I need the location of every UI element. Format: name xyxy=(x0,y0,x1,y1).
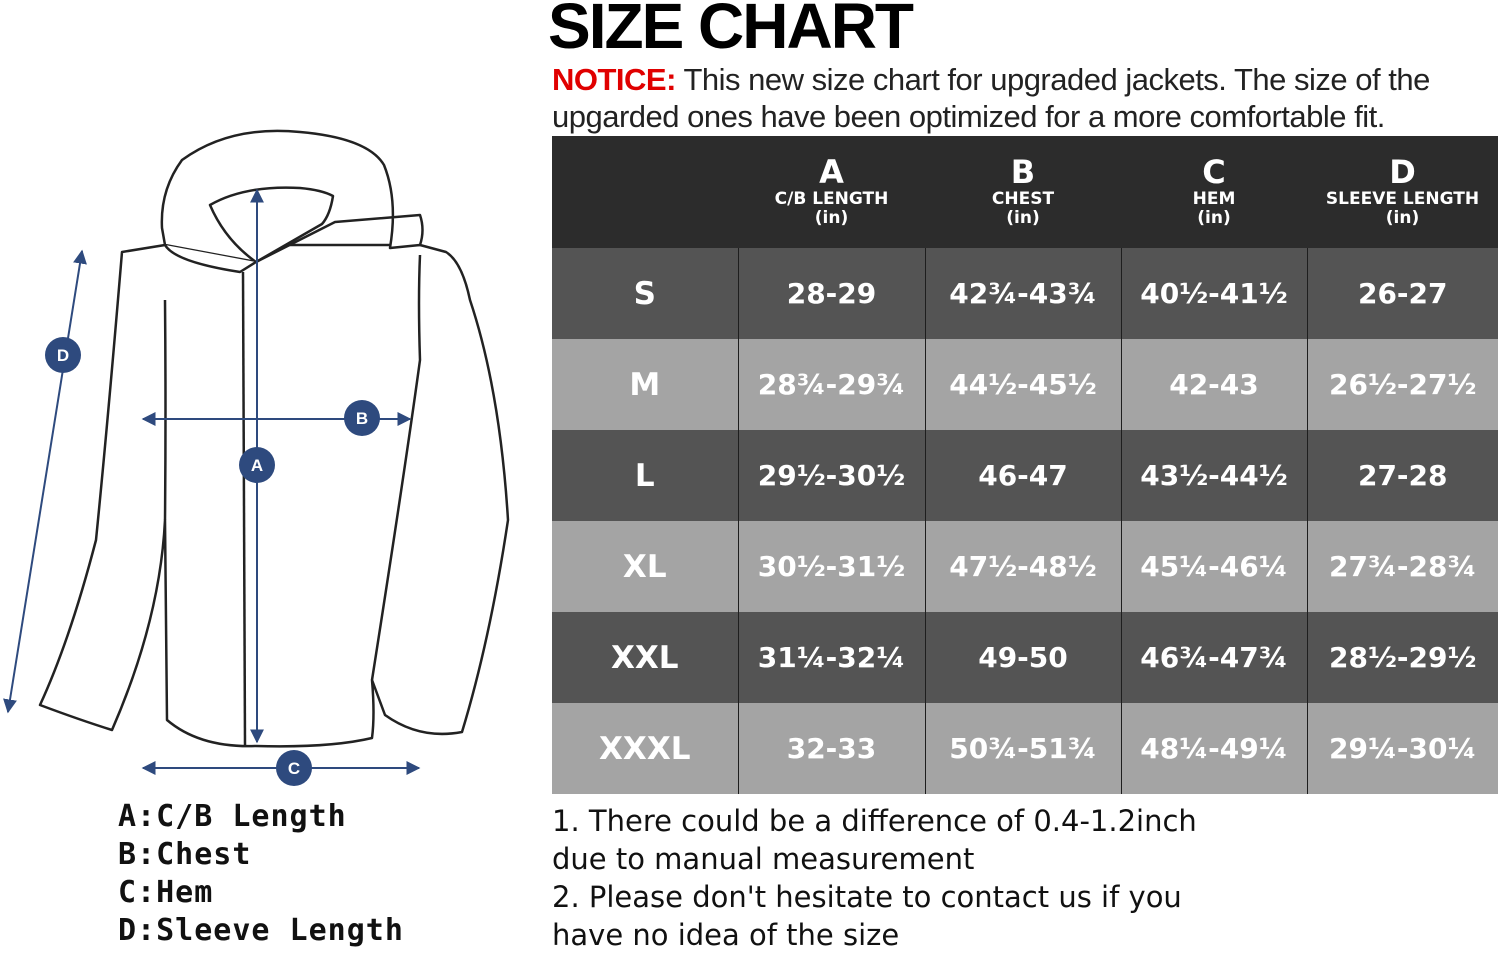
measurement-diagram: A B C D A:C/B Length B:Chest C:Hem D:Sle… xyxy=(0,0,540,952)
marker-a: A xyxy=(239,447,275,483)
marker-c: C xyxy=(276,750,312,786)
svg-text:B: B xyxy=(356,409,368,428)
cell-b: 47½-48½ xyxy=(925,521,1122,612)
cell-d: 26½-27½ xyxy=(1307,339,1498,430)
cell-d: 27¾-28¾ xyxy=(1307,521,1498,612)
cell-c: 40½-41½ xyxy=(1121,248,1308,339)
size-label: XXL xyxy=(552,612,739,703)
header-size-cell xyxy=(552,136,738,248)
cell-a: 28-29 xyxy=(738,248,926,339)
legend-item-b: B:Chest xyxy=(118,837,252,872)
cell-d: 26-27 xyxy=(1307,248,1498,339)
cell-b: 42¾-43¾ xyxy=(925,248,1122,339)
table-row-l: L 29½-30½ 46-47 43½-44½ 27-28 xyxy=(552,430,1498,521)
cell-a: 30½-31½ xyxy=(738,521,926,612)
size-label: XL xyxy=(552,521,739,612)
notice-body: This new size chart for upgraded jackets… xyxy=(552,62,1430,134)
table-row-m: M 28¾-29¾ 44½-45½ 42-43 26½-27½ xyxy=(552,339,1498,430)
size-label: XXXL xyxy=(552,703,739,794)
table-row-s: S 28-29 42¾-43¾ 40½-41½ 26-27 xyxy=(552,248,1498,339)
measurement-legend: A:C/B Length B:Chest C:Hem D:Sleeve Leng… xyxy=(118,798,404,950)
cell-b: 49-50 xyxy=(925,612,1122,703)
svg-text:C: C xyxy=(288,759,300,778)
cell-c: 43½-44½ xyxy=(1121,430,1308,521)
cell-a: 31¼-32¼ xyxy=(738,612,926,703)
footnote-2: 2. Please don't hesitate to contact us i… xyxy=(552,880,1182,952)
jacket-illustration: A B C D xyxy=(3,129,510,786)
notice-label: NOTICE: xyxy=(552,62,676,97)
table-row-xl: XL 30½-31½ 47½-48½ 45¼-46¼ 27¾-28¾ xyxy=(552,521,1498,612)
cell-c: 42-43 xyxy=(1121,339,1308,430)
cell-a: 29½-30½ xyxy=(738,430,926,521)
jacket-outline xyxy=(38,129,510,748)
header-col-d: D SLEEVE LENGTH (in) xyxy=(1307,136,1498,248)
table-header-row: A C/B LENGTH (in) B CHEST (in) C HEM (in… xyxy=(552,136,1498,248)
marker-d: D xyxy=(45,337,81,373)
cell-b: 50¾-51¾ xyxy=(925,703,1122,794)
page-title: SIZE CHART xyxy=(548,0,914,62)
svg-text:D: D xyxy=(57,346,69,365)
footnotes: 1. There could be a difference of 0.4-1.… xyxy=(552,802,1252,954)
cell-c: 48¼-49¼ xyxy=(1121,703,1308,794)
legend-item-d: D:Sleeve Length xyxy=(118,913,404,948)
cell-a: 28¾-29¾ xyxy=(738,339,926,430)
marker-b: B xyxy=(344,400,380,436)
cell-b: 44½-45½ xyxy=(925,339,1122,430)
header-col-a: A C/B LENGTH (in) xyxy=(738,136,925,248)
header-col-c: C HEM (in) xyxy=(1121,136,1307,248)
legend-item-a: A:C/B Length xyxy=(118,799,347,834)
cell-d: 28½-29½ xyxy=(1307,612,1498,703)
size-table: A C/B LENGTH (in) B CHEST (in) C HEM (in… xyxy=(552,136,1498,794)
cell-a: 32-33 xyxy=(738,703,926,794)
header-col-b: B CHEST (in) xyxy=(925,136,1121,248)
footnote-1: 1. There could be a difference of 0.4-1.… xyxy=(552,804,1197,876)
legend-item-c: C:Hem xyxy=(118,875,214,910)
notice-text: NOTICE: This new size chart for upgraded… xyxy=(552,61,1492,135)
size-label: L xyxy=(552,430,739,521)
table-row-xxl: XXL 31¼-32¼ 49-50 46¾-47¾ 28½-29½ xyxy=(552,612,1498,703)
cell-d: 29¼-30¼ xyxy=(1307,703,1498,794)
cell-c: 46¾-47¾ xyxy=(1121,612,1308,703)
svg-text:A: A xyxy=(251,456,263,475)
size-label: M xyxy=(552,339,739,430)
cell-b: 46-47 xyxy=(925,430,1122,521)
table-row-xxxl: XXXL 32-33 50¾-51¾ 48¼-49¼ 29¼-30¼ xyxy=(552,703,1498,794)
size-label: S xyxy=(552,248,739,339)
cell-c: 45¼-46¼ xyxy=(1121,521,1308,612)
cell-d: 27-28 xyxy=(1307,430,1498,521)
